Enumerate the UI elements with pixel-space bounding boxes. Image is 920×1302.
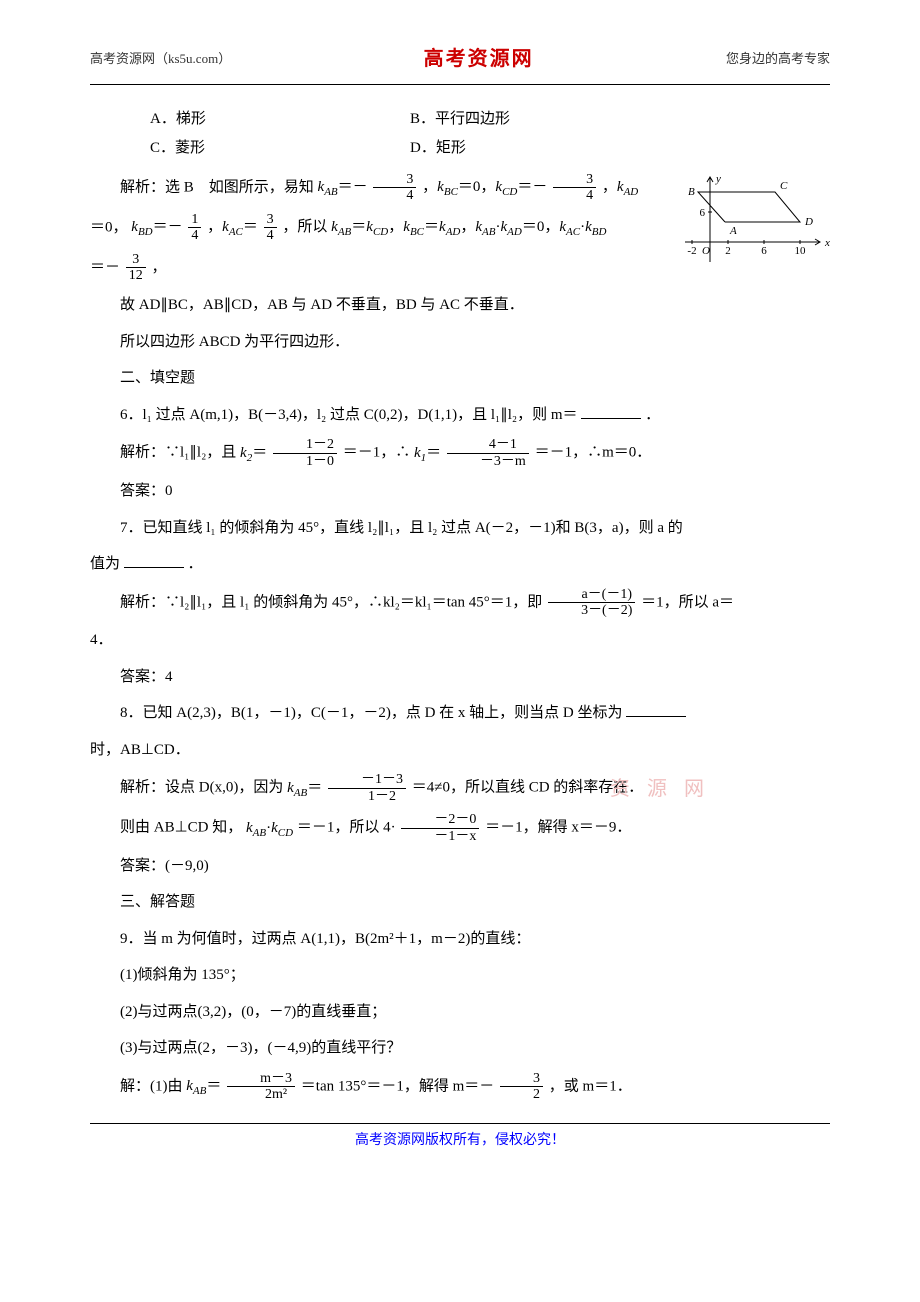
q9-sol-a: 解：(1)由 [120, 1078, 186, 1094]
header-right: 您身边的高考专家 [726, 47, 830, 72]
q7-solution: 解析：∵l₂∥l₁，且 l₁ 的倾斜角为 45°，∴kl₂＝kl₁＝tan 45… [90, 587, 830, 619]
section-2-heading: 二、填空题 [90, 364, 830, 393]
sol-b-line5: 所以四边形 ABCD 为平行四边形． [90, 328, 830, 357]
solution-b-line3: ＝－ 312 ， [90, 252, 830, 284]
solution-b-line2: ＝0， kBD＝－ 14 ，kAC＝ 34 ，所以 kAB＝kCD，kBC＝kA… [90, 212, 830, 244]
header-center: 高考资源网 [424, 40, 534, 78]
q8-sol1-b: ＝4≠0，所以直线 CD 的斜率存在． [412, 780, 644, 796]
q9-sol-c: ，或 m＝1． [549, 1078, 632, 1094]
option-d: D．矩形 [410, 134, 670, 163]
question-7-a: 7．已知直线 l₁ 的倾斜角为 45°，直线 l₂∥l₁，且 l₂ 过点 A(－… [90, 514, 830, 543]
q6-solution: 解析：∵l₁∥l₂，且 k2＝ 1－21－0 ＝－1，∴ k1＝ 4－1－3－m… [90, 437, 830, 469]
q7-sol-c: 4． [90, 626, 830, 655]
q6-dot: ． [645, 407, 660, 423]
footer-text: 高考资源网版权所有，侵权必究！ [90, 1128, 830, 1155]
q6-answer: 答案：0 [90, 477, 830, 506]
section-3-heading: 三、解答题 [90, 888, 830, 917]
q6-text: 6．l₁ 过点 A(m,1)，B(－3,4)，l₂ 过点 C(0,2)，D(1,… [120, 407, 578, 423]
options-row-1: A．梯形 B．平行四边形 [150, 105, 830, 134]
q6-sol-c: ＝－1，∴m＝0． [535, 445, 652, 461]
q6-sol-a: 解析：∵l₁∥l₂，且 [120, 445, 240, 461]
sol-b-text-2: ＝0， [90, 219, 128, 235]
q6-blank [581, 404, 641, 419]
q7-blank [124, 553, 184, 568]
page-header: 高考资源网（ks5u.com） 高考资源网 您身边的高考专家 [90, 40, 830, 78]
sol-b-text-1: 解析：选 B 如图所示，易知 [120, 179, 318, 195]
q6-sol-b: ＝－1，∴ [343, 445, 411, 461]
option-a: A．梯形 [150, 105, 410, 134]
q7-dot: ． [188, 556, 203, 572]
q8-a-text: 8．已知 A(2,3)，B(1，－1)，C(－1，－2)，点 D 在 x 轴上，… [120, 705, 622, 721]
footer-rule [90, 1123, 830, 1124]
q7-b-text: 值为 [90, 556, 120, 572]
q8-sol1-a: 解析：设点 D(x,0)，因为 [120, 780, 287, 796]
q9-part-2: (2)与过两点(3,2)，(0，－7)的直线垂直； [90, 998, 830, 1027]
header-left: 高考资源网（ks5u.com） [90, 47, 231, 72]
q8-blank [626, 702, 686, 717]
q8-sol2-a: 则由 AB⊥CD 知， [120, 820, 242, 836]
solution-b-line1: 解析：选 B 如图所示，易知 kAB＝－ 34 ，kBC＝0，kCD＝－ 34 … [90, 172, 830, 204]
q9-solution: 解：(1)由 kAB＝ m－32m² ＝tan 135°＝－1，解得 m＝－ 3… [90, 1071, 830, 1103]
q8-sol2-c: ＝－1，解得 x＝－9． [485, 820, 631, 836]
q8-solution-2: 则由 AB⊥CD 知， kAB·kCD ＝－1，所以 4· －2－0－1－x ＝… [90, 812, 830, 844]
q8-solution-1: 解析：设点 D(x,0)，因为 kAB＝ －1－31－2 ＝4≠0，所以直线 C… [90, 772, 830, 804]
q8-sol2-b: ＝－1，所以 4· [297, 820, 396, 836]
q9-sol-b: ＝tan 135°＝－1，解得 m＝－ [301, 1078, 495, 1094]
question-9: 9．当 m 为何值时，过两点 A(1,1)，B(2m²＋1，m－2)的直线： [90, 925, 830, 954]
q9-part-1: (1)倾斜角为 135°； [90, 961, 830, 990]
sol-b-line4: 故 AD∥BC，AB∥CD，AB 与 AD 不垂直，BD 与 AC 不垂直． [90, 291, 830, 320]
question-8-a: 8．已知 A(2,3)，B(1，－1)，C(－1，－2)，点 D 在 x 轴上，… [90, 699, 830, 728]
question-6: 6．l₁ 过点 A(m,1)，B(－3,4)，l₂ 过点 C(0,2)，D(1,… [90, 401, 830, 430]
header-rule [90, 84, 830, 85]
options-row-2: C．菱形 D．矩形 [150, 134, 830, 163]
q9-part-3: (3)与过两点(2，－3)，(－4,9)的直线平行？ [90, 1034, 830, 1063]
question-7-b: 值为 ． [90, 550, 830, 579]
q7-sol-b: ＝1，所以 a＝ [641, 594, 734, 610]
q8-answer: 答案：(－9,0) [90, 852, 830, 881]
q7-answer: 答案：4 [90, 663, 830, 692]
option-c: C．菱形 [150, 134, 410, 163]
option-b: B．平行四边形 [410, 105, 670, 134]
q7-sol-a: 解析：∵l₂∥l₁，且 l₁ 的倾斜角为 45°，∴kl₂＝kl₁＝tan 45… [120, 594, 542, 610]
question-8-b: 时，AB⊥CD． [90, 736, 830, 765]
